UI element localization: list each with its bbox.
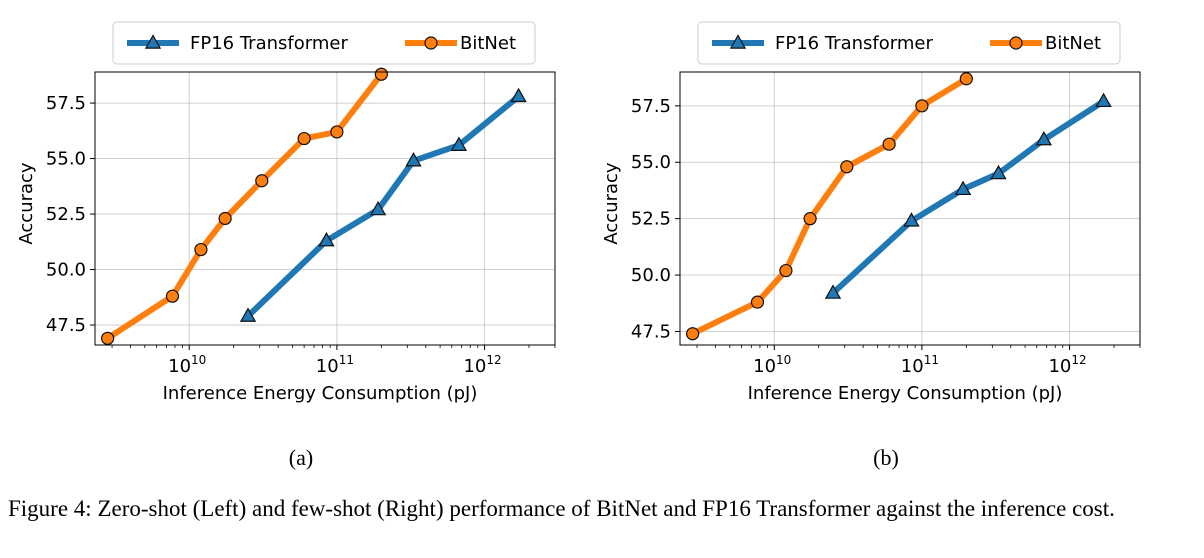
y-tick-label: 57.5 — [46, 93, 86, 114]
series-line-1 — [105, 72, 384, 341]
legend-box — [697, 21, 1121, 65]
data-point-circle — [194, 242, 208, 257]
data-point-circle — [750, 295, 765, 309]
y-tick-label: 50.0 — [46, 260, 86, 281]
data-point-triangle — [1095, 92, 1112, 108]
legend-marker-triangle — [144, 34, 162, 49]
y-tick-label: 52.5 — [631, 209, 671, 230]
y-tick-label: 52.5 — [46, 204, 86, 225]
chart-panel-a: 1010 1011 1012 47.5 50.0 52.5 55.0 57.5 Inferenc… — [0, 0, 600, 420]
data-point-circle — [882, 137, 896, 151]
legend-marker-triangle — [729, 34, 747, 49]
legend-label-0: FP16 Transformer — [775, 33, 933, 54]
chart-panel-b: 1010 1011 1012 47.5 50.0 52.5 55.0 57.5 Inferenc… — [585, 0, 1185, 420]
legend: FP16 Transformer BitNet — [112, 21, 536, 65]
y-tick-label: 50.0 — [631, 265, 671, 286]
legend-marker-circle — [1009, 36, 1023, 50]
data-point-triangle — [990, 164, 1007, 180]
data-point-circle — [779, 263, 793, 278]
y-tick-label: 55.0 — [631, 152, 671, 173]
data-point-triangle — [239, 307, 257, 322]
x-tick-label: 1010 — [753, 353, 791, 377]
y-axis-label: Accuracy — [16, 162, 37, 245]
y-axis-label: Accuracy — [601, 162, 622, 245]
plot-frame — [679, 71, 1141, 346]
data-point-circle — [686, 327, 700, 341]
legend-label-1: BitNet — [1045, 33, 1101, 54]
figure-caption: Figure 4: Zero-shot (Left) and few-shot … — [8, 496, 1115, 521]
panel-label-b: (b) — [873, 445, 899, 470]
chart-b-svg: 1010 1011 1012 47.5 50.0 52.5 55.0 57.5 Inferenc… — [601, 21, 1141, 404]
x-axis-label: Inference Energy Consumption (pJ) — [748, 383, 1063, 404]
plot-frame — [94, 71, 556, 346]
data-point-triangle — [450, 136, 468, 151]
data-point-triangle — [1035, 130, 1053, 146]
panel-label-a: (a) — [288, 445, 314, 470]
data-point-circle — [330, 125, 344, 139]
x-axis-label: Inference Energy Consumption (pJ) — [163, 383, 478, 404]
data-point-circle — [915, 99, 929, 113]
legend-box — [112, 21, 536, 65]
data-point-triangle — [824, 284, 842, 299]
data-point-circle — [297, 131, 311, 146]
y-tick-label: 57.5 — [631, 96, 671, 117]
data-point-circle — [165, 289, 180, 303]
legend-marker-circle — [424, 36, 438, 50]
data-point-circle — [218, 211, 232, 226]
data-point-circle — [101, 331, 115, 345]
legend-label-0: FP16 Transformer — [190, 33, 348, 54]
data-point-circle — [959, 72, 973, 86]
legend-label-1: BitNet — [460, 33, 516, 54]
y-tick-label: 47.5 — [631, 321, 671, 342]
data-point-triangle — [510, 87, 527, 103]
legend: FP16 Transformer BitNet — [697, 21, 1121, 65]
x-tick-label: 1011 — [316, 353, 354, 377]
y-tick-label: 55.0 — [46, 149, 86, 170]
data-point-circle — [840, 160, 854, 174]
x-tick-label: 1012 — [1048, 353, 1086, 377]
data-point-triangle — [369, 200, 387, 216]
data-point-triangle — [318, 231, 335, 247]
data-point-triangle — [954, 180, 972, 196]
y-tick-label: 47.5 — [46, 315, 86, 336]
data-point-triangle — [903, 212, 920, 227]
data-point-triangle — [405, 152, 422, 167]
series-line-0 — [245, 94, 521, 319]
series-line-0 — [830, 98, 1106, 296]
chart-a-svg: 1010 1011 1012 47.5 50.0 52.5 55.0 57.5 Inferenc… — [16, 21, 556, 404]
x-tick-label: 1011 — [901, 353, 939, 377]
x-tick-label: 1012 — [463, 353, 501, 377]
data-point-circle — [374, 67, 388, 81]
data-point-circle — [255, 174, 269, 188]
series-line-1 — [691, 76, 968, 337]
data-point-circle — [803, 212, 817, 226]
x-tick-label: 1010 — [168, 353, 206, 377]
